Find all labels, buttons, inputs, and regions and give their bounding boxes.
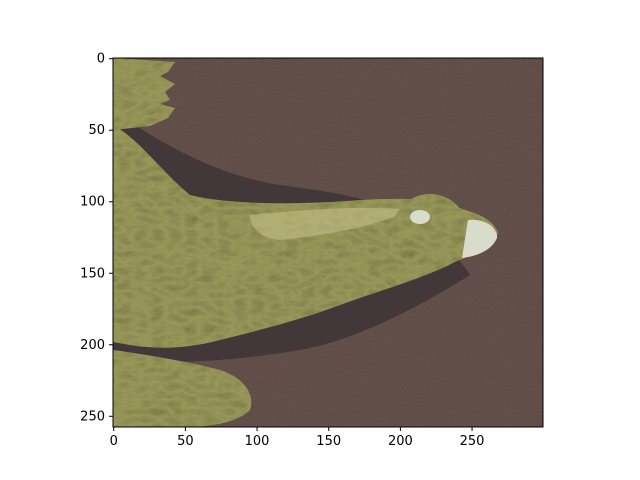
eye [410, 210, 430, 224]
y-tick-label: 250 [80, 409, 105, 424]
axes-frame [112, 57, 544, 428]
lower-foot [113, 350, 252, 427]
y-tick-label: 0 [97, 52, 105, 67]
x-tick-label: 100 [245, 434, 270, 449]
snout-highlight [250, 207, 410, 240]
y-tick-label: 100 [80, 195, 105, 210]
x-tick-label: 0 [110, 434, 118, 449]
x-tick-label: 150 [316, 434, 341, 449]
x-tick-label: 50 [177, 434, 194, 449]
y-tick-label: 50 [88, 123, 105, 138]
y-axis: 0 50 100 150 200 250 [80, 52, 113, 424]
y-tick-label: 200 [80, 338, 105, 353]
x-tick-label: 250 [460, 434, 485, 449]
x-axis: 0 50 100 150 200 250 [110, 427, 485, 449]
y-tick-label: 150 [80, 266, 105, 281]
x-tick-label: 200 [388, 434, 413, 449]
eye-bulge [392, 194, 468, 270]
snout-tip [462, 219, 498, 258]
image-area [113, 58, 543, 427]
upper-foot [113, 58, 175, 130]
